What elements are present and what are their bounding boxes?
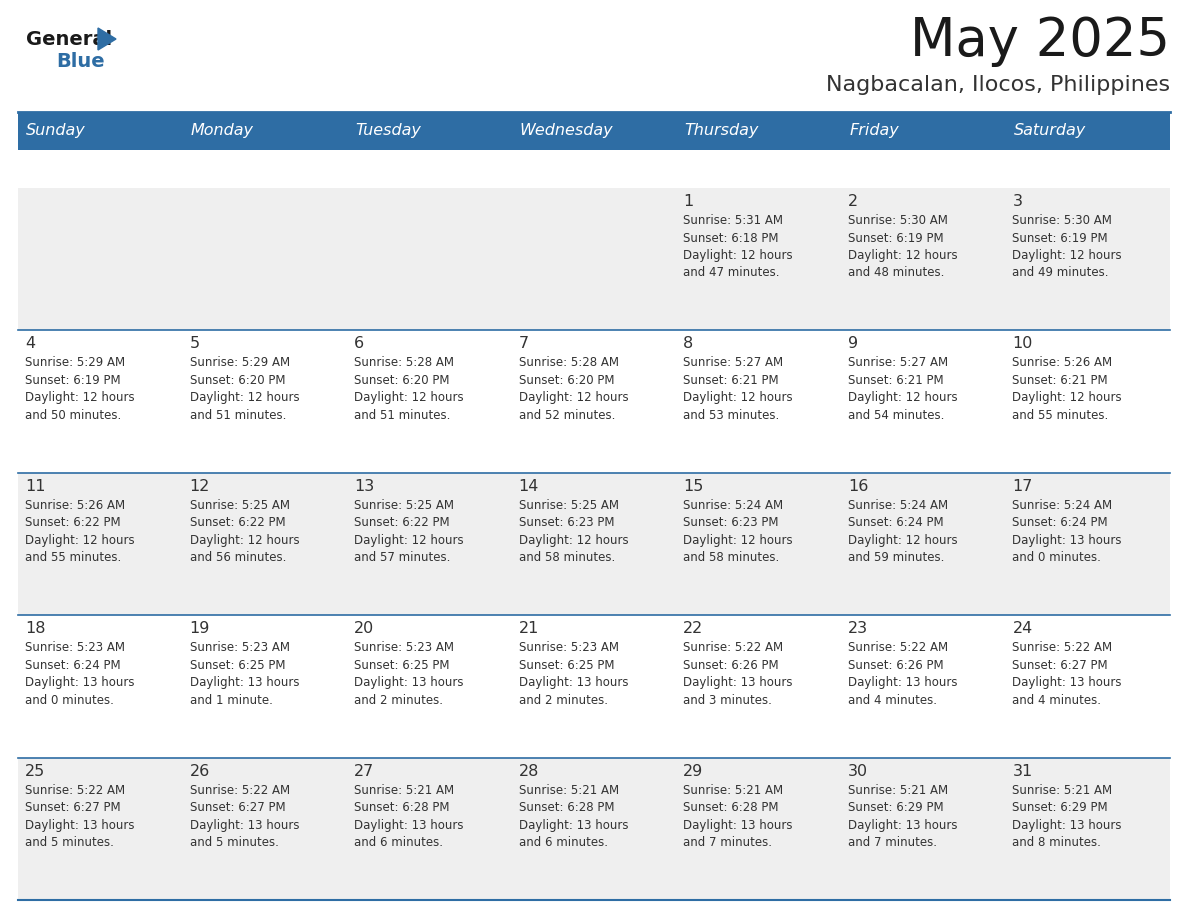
Text: 19: 19 <box>190 621 210 636</box>
Text: 15: 15 <box>683 479 703 494</box>
Bar <box>347 112 512 150</box>
Text: 25: 25 <box>25 764 45 778</box>
Text: Sunday: Sunday <box>26 124 86 139</box>
Text: Wednesday: Wednesday <box>520 124 613 139</box>
Text: 3: 3 <box>1012 194 1023 209</box>
Text: 12: 12 <box>190 479 210 494</box>
Text: 26: 26 <box>190 764 210 778</box>
Text: 20: 20 <box>354 621 374 636</box>
Text: May 2025: May 2025 <box>910 15 1170 67</box>
Text: Sunrise: 5:23 AM
Sunset: 6:24 PM
Daylight: 13 hours
and 0 minutes.: Sunrise: 5:23 AM Sunset: 6:24 PM Dayligh… <box>25 641 134 707</box>
Text: 10: 10 <box>1012 336 1032 352</box>
Text: Sunrise: 5:25 AM
Sunset: 6:22 PM
Daylight: 12 hours
and 56 minutes.: Sunrise: 5:25 AM Sunset: 6:22 PM Dayligh… <box>190 498 299 565</box>
Text: 17: 17 <box>1012 479 1032 494</box>
Bar <box>18 615 1170 757</box>
Text: 8: 8 <box>683 336 694 352</box>
Text: 11: 11 <box>25 479 45 494</box>
Text: 16: 16 <box>848 479 868 494</box>
Text: Sunrise: 5:25 AM
Sunset: 6:22 PM
Daylight: 12 hours
and 57 minutes.: Sunrise: 5:25 AM Sunset: 6:22 PM Dayligh… <box>354 498 463 565</box>
Text: Sunrise: 5:24 AM
Sunset: 6:24 PM
Daylight: 13 hours
and 0 minutes.: Sunrise: 5:24 AM Sunset: 6:24 PM Dayligh… <box>1012 498 1121 565</box>
Text: 6: 6 <box>354 336 365 352</box>
Text: Tuesday: Tuesday <box>355 124 422 139</box>
Text: 28: 28 <box>519 764 539 778</box>
Text: 5: 5 <box>190 336 200 352</box>
Text: Sunrise: 5:21 AM
Sunset: 6:28 PM
Daylight: 13 hours
and 7 minutes.: Sunrise: 5:21 AM Sunset: 6:28 PM Dayligh… <box>683 784 792 849</box>
Text: Sunrise: 5:28 AM
Sunset: 6:20 PM
Daylight: 12 hours
and 51 minutes.: Sunrise: 5:28 AM Sunset: 6:20 PM Dayligh… <box>354 356 463 422</box>
Text: 14: 14 <box>519 479 539 494</box>
Text: Sunrise: 5:29 AM
Sunset: 6:20 PM
Daylight: 12 hours
and 51 minutes.: Sunrise: 5:29 AM Sunset: 6:20 PM Dayligh… <box>190 356 299 422</box>
Text: Sunrise: 5:27 AM
Sunset: 6:21 PM
Daylight: 12 hours
and 53 minutes.: Sunrise: 5:27 AM Sunset: 6:21 PM Dayligh… <box>683 356 792 422</box>
Text: Sunrise: 5:26 AM
Sunset: 6:21 PM
Daylight: 12 hours
and 55 minutes.: Sunrise: 5:26 AM Sunset: 6:21 PM Dayligh… <box>1012 356 1121 422</box>
Text: Sunrise: 5:24 AM
Sunset: 6:24 PM
Daylight: 12 hours
and 59 minutes.: Sunrise: 5:24 AM Sunset: 6:24 PM Dayligh… <box>848 498 958 565</box>
Text: 21: 21 <box>519 621 539 636</box>
Text: Nagbacalan, Ilocos, Philippines: Nagbacalan, Ilocos, Philippines <box>826 75 1170 95</box>
Bar <box>183 112 347 150</box>
Text: 1: 1 <box>683 194 694 209</box>
Text: Sunrise: 5:23 AM
Sunset: 6:25 PM
Daylight: 13 hours
and 2 minutes.: Sunrise: 5:23 AM Sunset: 6:25 PM Dayligh… <box>354 641 463 707</box>
Bar <box>676 112 841 150</box>
Text: Sunrise: 5:21 AM
Sunset: 6:28 PM
Daylight: 13 hours
and 6 minutes.: Sunrise: 5:21 AM Sunset: 6:28 PM Dayligh… <box>354 784 463 849</box>
Bar <box>1005 112 1170 150</box>
Text: 4: 4 <box>25 336 36 352</box>
Text: 27: 27 <box>354 764 374 778</box>
Bar <box>18 330 1170 473</box>
Text: Sunrise: 5:22 AM
Sunset: 6:27 PM
Daylight: 13 hours
and 5 minutes.: Sunrise: 5:22 AM Sunset: 6:27 PM Dayligh… <box>25 784 134 849</box>
Polygon shape <box>97 28 116 50</box>
Text: Sunrise: 5:23 AM
Sunset: 6:25 PM
Daylight: 13 hours
and 2 minutes.: Sunrise: 5:23 AM Sunset: 6:25 PM Dayligh… <box>519 641 628 707</box>
Bar <box>18 473 1170 615</box>
Text: Sunrise: 5:22 AM
Sunset: 6:26 PM
Daylight: 13 hours
and 4 minutes.: Sunrise: 5:22 AM Sunset: 6:26 PM Dayligh… <box>848 641 958 707</box>
Text: Friday: Friday <box>849 124 899 139</box>
Text: Sunrise: 5:28 AM
Sunset: 6:20 PM
Daylight: 12 hours
and 52 minutes.: Sunrise: 5:28 AM Sunset: 6:20 PM Dayligh… <box>519 356 628 422</box>
Bar <box>512 112 676 150</box>
Text: Sunrise: 5:27 AM
Sunset: 6:21 PM
Daylight: 12 hours
and 54 minutes.: Sunrise: 5:27 AM Sunset: 6:21 PM Dayligh… <box>848 356 958 422</box>
Text: 24: 24 <box>1012 621 1032 636</box>
Text: Saturday: Saturday <box>1013 124 1086 139</box>
Text: Sunrise: 5:21 AM
Sunset: 6:29 PM
Daylight: 13 hours
and 7 minutes.: Sunrise: 5:21 AM Sunset: 6:29 PM Dayligh… <box>848 784 958 849</box>
Text: 7: 7 <box>519 336 529 352</box>
Text: 23: 23 <box>848 621 868 636</box>
Bar <box>18 188 1170 330</box>
Text: 18: 18 <box>25 621 45 636</box>
Bar <box>18 112 183 150</box>
Text: Sunrise: 5:31 AM
Sunset: 6:18 PM
Daylight: 12 hours
and 47 minutes.: Sunrise: 5:31 AM Sunset: 6:18 PM Dayligh… <box>683 214 792 279</box>
Text: Sunrise: 5:30 AM
Sunset: 6:19 PM
Daylight: 12 hours
and 49 minutes.: Sunrise: 5:30 AM Sunset: 6:19 PM Dayligh… <box>1012 214 1121 279</box>
Text: Sunrise: 5:23 AM
Sunset: 6:25 PM
Daylight: 13 hours
and 1 minute.: Sunrise: 5:23 AM Sunset: 6:25 PM Dayligh… <box>190 641 299 707</box>
Text: Sunrise: 5:22 AM
Sunset: 6:26 PM
Daylight: 13 hours
and 3 minutes.: Sunrise: 5:22 AM Sunset: 6:26 PM Dayligh… <box>683 641 792 707</box>
Text: Sunrise: 5:26 AM
Sunset: 6:22 PM
Daylight: 12 hours
and 55 minutes.: Sunrise: 5:26 AM Sunset: 6:22 PM Dayligh… <box>25 498 134 565</box>
Text: Sunrise: 5:24 AM
Sunset: 6:23 PM
Daylight: 12 hours
and 58 minutes.: Sunrise: 5:24 AM Sunset: 6:23 PM Dayligh… <box>683 498 792 565</box>
Text: Sunrise: 5:21 AM
Sunset: 6:28 PM
Daylight: 13 hours
and 6 minutes.: Sunrise: 5:21 AM Sunset: 6:28 PM Dayligh… <box>519 784 628 849</box>
Text: 13: 13 <box>354 479 374 494</box>
Text: 9: 9 <box>848 336 858 352</box>
Text: Sunrise: 5:22 AM
Sunset: 6:27 PM
Daylight: 13 hours
and 4 minutes.: Sunrise: 5:22 AM Sunset: 6:27 PM Dayligh… <box>1012 641 1121 707</box>
Text: 2: 2 <box>848 194 858 209</box>
Text: Thursday: Thursday <box>684 124 759 139</box>
Text: 29: 29 <box>683 764 703 778</box>
Text: Blue: Blue <box>56 52 105 71</box>
Text: 22: 22 <box>683 621 703 636</box>
Text: 30: 30 <box>848 764 868 778</box>
Text: Sunrise: 5:29 AM
Sunset: 6:19 PM
Daylight: 12 hours
and 50 minutes.: Sunrise: 5:29 AM Sunset: 6:19 PM Dayligh… <box>25 356 134 422</box>
Text: Sunrise: 5:25 AM
Sunset: 6:23 PM
Daylight: 12 hours
and 58 minutes.: Sunrise: 5:25 AM Sunset: 6:23 PM Dayligh… <box>519 498 628 565</box>
Text: 31: 31 <box>1012 764 1032 778</box>
Text: Sunrise: 5:21 AM
Sunset: 6:29 PM
Daylight: 13 hours
and 8 minutes.: Sunrise: 5:21 AM Sunset: 6:29 PM Dayligh… <box>1012 784 1121 849</box>
Text: Sunrise: 5:30 AM
Sunset: 6:19 PM
Daylight: 12 hours
and 48 minutes.: Sunrise: 5:30 AM Sunset: 6:19 PM Dayligh… <box>848 214 958 279</box>
Text: General: General <box>26 30 112 49</box>
Text: Monday: Monday <box>191 124 254 139</box>
Text: Sunrise: 5:22 AM
Sunset: 6:27 PM
Daylight: 13 hours
and 5 minutes.: Sunrise: 5:22 AM Sunset: 6:27 PM Dayligh… <box>190 784 299 849</box>
Bar <box>18 757 1170 900</box>
Bar <box>841 112 1005 150</box>
